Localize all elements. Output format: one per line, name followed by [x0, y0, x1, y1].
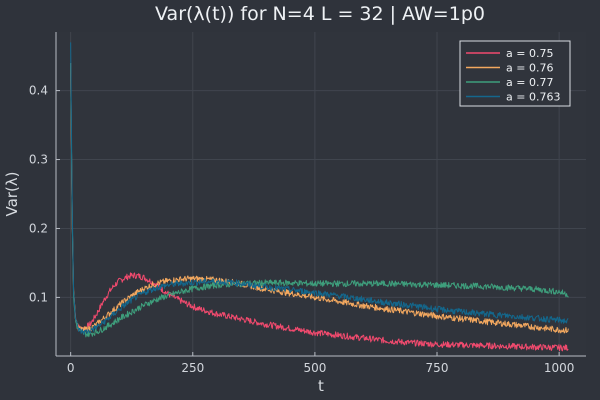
x-axis-label: t: [318, 377, 324, 395]
legend-label-3: a = 0.763: [506, 91, 560, 104]
series-line-3: [70, 42, 569, 335]
y-tick-label-3: 0.4: [29, 84, 48, 98]
labels-layer: 0 250 500 750 1000 0.1 0.2 0.3 0.4 Var(λ(t)) for …: [3, 3, 574, 395]
x-tick-label-0: 0: [67, 361, 75, 375]
x-tick-label-4: 1000: [544, 361, 575, 375]
axes-layer: [55, 32, 586, 357]
chart-title: Var(λ(t)) for N=4 L = 32 | AW=1p0: [155, 3, 485, 25]
legend: a = 0.75 a = 0.76a = 0.77 a = 0.763: [459, 40, 571, 107]
series-line-2: [70, 63, 569, 338]
y-tick-label-2: 0.3: [29, 153, 48, 167]
x-tick-label-1: 250: [181, 361, 204, 375]
y-axis-label: Var(λ): [3, 171, 21, 216]
y-tick-label-0: 0.1: [29, 290, 48, 304]
x-tick-label-2: 500: [303, 361, 326, 375]
series-line-0: [70, 63, 569, 352]
legend-label-1: a = 0.76: [506, 62, 553, 75]
series-layer: [70, 42, 569, 352]
legend-label-0: a = 0.75: [506, 47, 553, 60]
y-tick-label-1: 0.2: [29, 221, 48, 235]
x-tick-label-3: 750: [426, 361, 449, 375]
legend-label-2: a = 0.77: [506, 76, 553, 89]
legend-box: [459, 40, 571, 107]
